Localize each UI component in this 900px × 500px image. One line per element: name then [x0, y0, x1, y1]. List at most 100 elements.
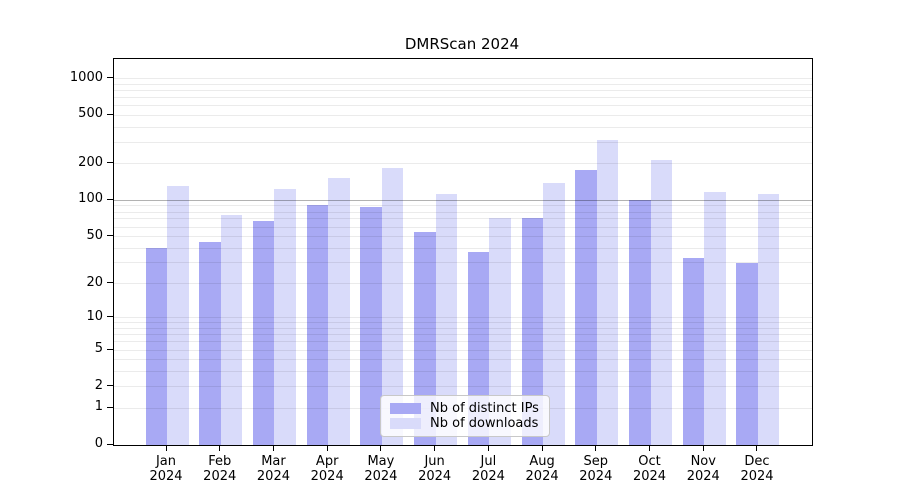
y-tick	[107, 113, 113, 115]
y-tick	[107, 443, 113, 445]
gridline-minor	[114, 97, 812, 99]
bar-downloads-mar	[274, 189, 296, 445]
y-tick-label: 1	[94, 399, 103, 415]
bar-downloads-jun	[435, 193, 458, 445]
bar-ips-feb	[199, 242, 221, 445]
legend-label-distinct-ips: Nb of distinct IPs	[430, 401, 539, 416]
gridline-minor	[114, 218, 812, 220]
gridline-minor	[114, 105, 812, 107]
bar-downloads-dec	[757, 193, 780, 445]
x-tick-label: Dec 2024	[740, 454, 774, 484]
bar-downloads-jan	[167, 185, 189, 445]
gridline-minor	[114, 141, 812, 143]
gridline-minor	[114, 349, 812, 351]
x-tick	[541, 445, 543, 451]
chart-title: DMRScan 2024	[404, 35, 520, 53]
bar-ips-aug	[521, 218, 544, 445]
bar-ips-sep	[575, 170, 597, 445]
gridline-minor	[114, 341, 812, 343]
x-tick	[326, 445, 328, 451]
bar-downloads-apr	[328, 177, 350, 445]
x-tick	[487, 445, 489, 451]
plot-area	[113, 58, 813, 446]
gridline-minor	[114, 370, 812, 372]
bar-downloads-oct	[650, 159, 673, 445]
y-tick-label: 500	[78, 106, 103, 122]
x-tick	[595, 445, 597, 451]
x-tick	[702, 445, 704, 451]
x-tick-label: Aug 2024	[525, 454, 559, 484]
gridline-minor	[114, 163, 812, 165]
legend-label-downloads: Nb of downloads	[430, 416, 539, 431]
y-tick	[107, 385, 113, 387]
x-tick-label: Nov 2024	[686, 454, 720, 484]
downloads-swatch-icon	[390, 418, 421, 429]
gridline-minor	[114, 359, 812, 361]
y-tick	[107, 282, 113, 284]
y-tick-label: 0	[94, 436, 103, 451]
gridline-minor	[114, 90, 812, 92]
y-tick-label: 1000	[69, 69, 103, 85]
gridline-minor	[114, 126, 812, 128]
x-tick-label: Oct 2024	[632, 454, 667, 484]
bar-downloads-may	[381, 167, 404, 445]
bar-ips-jun	[414, 231, 436, 445]
bar-ips-may	[360, 207, 382, 445]
x-tick	[219, 445, 221, 451]
gridline-minor	[114, 247, 812, 249]
gridline-minor	[114, 211, 812, 213]
x-tick	[649, 445, 651, 451]
gridline-minor	[114, 226, 812, 228]
bar-downloads-nov	[704, 192, 726, 445]
bar-downloads-jul	[489, 217, 511, 445]
gridline-minor	[114, 83, 812, 85]
gridline-minor	[114, 386, 812, 388]
x-tick	[380, 445, 382, 451]
legend-item-distinct-ips: Nb of distinct IPs	[390, 401, 539, 416]
y-tick	[107, 77, 113, 79]
bar-ips-dec	[736, 262, 758, 445]
bar-ips-apr	[306, 205, 329, 445]
y-tick	[107, 162, 113, 164]
bars-layer	[114, 59, 812, 445]
x-tick	[272, 445, 274, 451]
y-tick	[107, 406, 113, 408]
y-tick-label: 2	[94, 377, 103, 393]
y-tick-label: 5	[94, 341, 103, 356]
y-tick-label: 200	[78, 154, 103, 170]
y-tick-label: 50	[86, 227, 103, 243]
gridline-minor	[114, 236, 812, 238]
gridline-major	[114, 199, 812, 201]
bar-downloads-feb	[220, 214, 243, 445]
y-tick	[107, 235, 113, 237]
x-tick-label: Feb 2024	[203, 454, 237, 484]
gridline-minor	[114, 262, 812, 264]
gridline-minor	[114, 334, 812, 336]
bar-ips-oct	[629, 199, 651, 445]
bar-downloads-sep	[596, 139, 619, 445]
x-tick-label: Jul 2024	[471, 454, 505, 484]
gridline-minor	[114, 114, 812, 116]
x-tick-label: Apr 2024	[310, 454, 344, 484]
gridline-minor	[114, 283, 812, 285]
legend: Nb of distinct IPs Nb of downloads	[380, 395, 550, 437]
x-tick-label: Mar 2024	[256, 454, 290, 484]
bar-ips-jan	[145, 248, 167, 445]
x-tick	[434, 445, 436, 451]
y-tick	[107, 198, 113, 200]
gridline-minor	[114, 328, 812, 329]
legend-item-downloads: Nb of downloads	[390, 416, 539, 431]
bar-downloads-aug	[543, 182, 565, 445]
x-tick	[756, 445, 758, 451]
y-tick	[107, 316, 113, 318]
y-tick-label: 20	[86, 274, 103, 290]
gridline-minor	[114, 78, 812, 80]
y-tick	[107, 348, 113, 350]
bar-ips-nov	[682, 258, 705, 445]
gridline-minor	[114, 322, 812, 324]
x-tick-label: Jun 2024	[418, 454, 452, 484]
bar-ips-mar	[252, 220, 275, 445]
gridline-minor	[114, 317, 812, 319]
x-tick-label: Sep 2024	[579, 454, 613, 484]
